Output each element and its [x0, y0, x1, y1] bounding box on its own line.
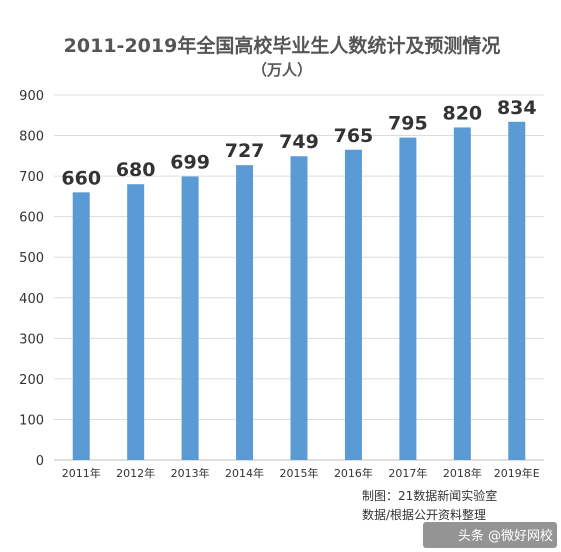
data-label: 834: [497, 97, 537, 119]
y-tick-label: 700: [19, 170, 44, 185]
y-tick-label: 500: [19, 251, 44, 266]
y-tick-label: 900: [19, 89, 44, 104]
bar: [399, 137, 417, 461]
bar: [508, 121, 526, 461]
data-label: 765: [334, 125, 374, 147]
y-tick-label: 600: [19, 211, 44, 226]
x-tick-label: 2018年: [443, 466, 482, 480]
chart-title: 2011-2019年全国高校毕业生人数统计及预测情况: [64, 34, 501, 57]
watermark-background: [423, 522, 557, 548]
y-tick-label: 300: [19, 332, 44, 347]
x-tick-label: 2016年: [334, 466, 373, 480]
bars: [72, 121, 526, 461]
bar: [453, 127, 471, 460]
y-tick-label: 800: [19, 130, 44, 145]
chart-subtitle: （万人）: [252, 61, 312, 79]
y-axis-ticks: 0 100 200 300 400 500 600 700 800 900: [19, 89, 44, 469]
data-label: 749: [279, 131, 319, 153]
bar: [290, 156, 308, 460]
x-tick-label: 2011年: [62, 466, 101, 480]
x-tick-label: 2012年: [116, 466, 155, 480]
x-tick-label: 2017年: [388, 466, 427, 480]
watermark-text: 头条 @微好网校: [457, 529, 553, 544]
x-axis-ticks: 2011年 2012年 2013年 2014年 2015年 2016年 2017年 2018年…: [62, 466, 540, 480]
x-tick-label: 2014年: [225, 466, 264, 480]
bar: [72, 192, 90, 461]
y-tick-label: 100: [19, 413, 44, 428]
x-tick-label: 2013年: [171, 466, 210, 480]
bar: [344, 149, 362, 460]
y-tick-label: 200: [19, 373, 44, 388]
x-tick-label: 2015年: [280, 466, 319, 480]
data-label: 660: [61, 167, 101, 189]
data-label: 680: [116, 159, 156, 181]
x-tick-label: 2019年E: [494, 466, 540, 480]
data-label: 795: [388, 113, 428, 135]
bar: [236, 165, 254, 460]
bar: [127, 184, 145, 460]
data-label: 820: [442, 102, 482, 124]
bar: [181, 176, 199, 460]
y-tick-label: 400: [19, 292, 44, 307]
credit-line-2: 数据/根据公开资料整理: [362, 507, 486, 522]
data-label: 727: [225, 140, 265, 162]
data-label: 699: [170, 152, 210, 174]
credit-line-1: 制图：21数据新闻实验室: [362, 488, 497, 503]
y-tick-label: 0: [36, 454, 44, 469]
data-labels: 660 680 699 727 749 765 795 820 834: [61, 97, 536, 190]
